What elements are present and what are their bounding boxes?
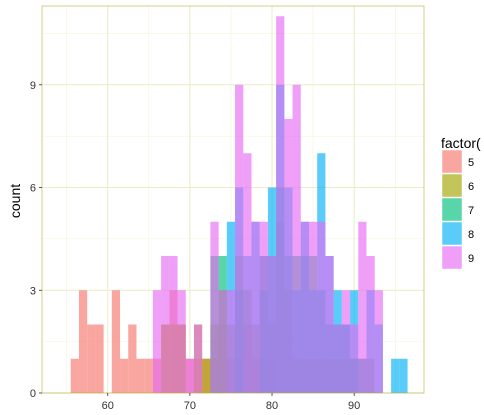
y-axis-ticks: 0 3 6 9 [30, 80, 42, 400]
histogram-bar-6 [202, 358, 211, 393]
panel-border [41, 5, 425, 394]
histogram-bar-9 [308, 221, 318, 393]
histogram-bar-9 [350, 324, 359, 393]
histogram-bar-8 [399, 358, 408, 393]
histogram-bar-9 [218, 290, 227, 393]
histogram-bar-9 [152, 290, 162, 393]
histogram-bar-9 [193, 324, 203, 393]
legend-key-8 [441, 221, 463, 246]
histogram-bar-9 [267, 256, 277, 393]
x-tick-label: 60 [102, 400, 114, 412]
histogram-bar-5 [144, 358, 153, 393]
histogram-bar-8 [391, 358, 400, 393]
histogram-bar-9 [235, 84, 244, 394]
legend-label-7: 7 [468, 205, 474, 217]
histogram-bar-5 [78, 290, 88, 393]
histogram-bar-9 [366, 256, 375, 393]
histogram-bar-9 [341, 290, 351, 393]
legend-key-7 [441, 197, 463, 222]
histogram-bar-9 [251, 221, 260, 393]
histogram-bar-9 [169, 256, 178, 393]
y-tick-label: 6 [30, 183, 36, 195]
legend-key-5 [441, 149, 463, 174]
histogram-bar-9 [161, 256, 170, 393]
histogram-bar-9 [325, 256, 334, 393]
histogram-bar-9 [226, 290, 236, 393]
histogram-bar-9 [177, 290, 186, 393]
histogram-bar-9 [358, 221, 367, 393]
histogram-bars [70, 16, 408, 394]
histogram-bar-9 [333, 324, 342, 393]
y-tick-label: 9 [30, 80, 36, 92]
histogram-bar-5 [128, 324, 137, 393]
legend-items: 5 6 7 8 9 [441, 149, 474, 270]
legend: factor( 5 6 7 8 9 [441, 135, 481, 270]
histogram-bar-5 [120, 358, 129, 393]
x-tick-label: 70 [184, 400, 196, 412]
histogram-bar-5 [70, 358, 79, 393]
legend-key-6 [441, 173, 463, 198]
legend-key-9 [441, 245, 463, 270]
histogram-bar-9 [300, 221, 309, 393]
histogram-bar-9 [292, 84, 301, 394]
histogram-bar-9 [276, 16, 285, 394]
histogram-bar-9 [374, 290, 383, 393]
legend-label-5: 5 [468, 157, 474, 169]
legend-title: factor( [441, 135, 481, 151]
y-tick-label: 3 [30, 285, 36, 297]
histogram-bar-9 [284, 119, 293, 393]
x-axis-ticks: 60 70 80 90 [102, 393, 360, 412]
y-tick-label: 0 [30, 388, 36, 400]
y-axis-title: count [7, 184, 23, 218]
histogram-bar-9 [243, 153, 252, 393]
histogram-bar-5 [111, 290, 121, 393]
x-tick-label: 80 [266, 400, 278, 412]
histogram-bar-9 [317, 221, 326, 393]
histogram-bar-5 [95, 324, 104, 393]
legend-label-6: 6 [468, 181, 474, 193]
histogram-bar-9 [259, 221, 268, 393]
x-tick-label: 90 [348, 400, 360, 412]
histogram-bar-9 [185, 358, 194, 393]
legend-label-8: 8 [468, 229, 474, 241]
histogram-bar-9 [210, 221, 219, 393]
legend-label-9: 9 [468, 253, 474, 265]
histogram-bar-5 [87, 324, 96, 393]
histogram-bar-5 [136, 358, 145, 393]
